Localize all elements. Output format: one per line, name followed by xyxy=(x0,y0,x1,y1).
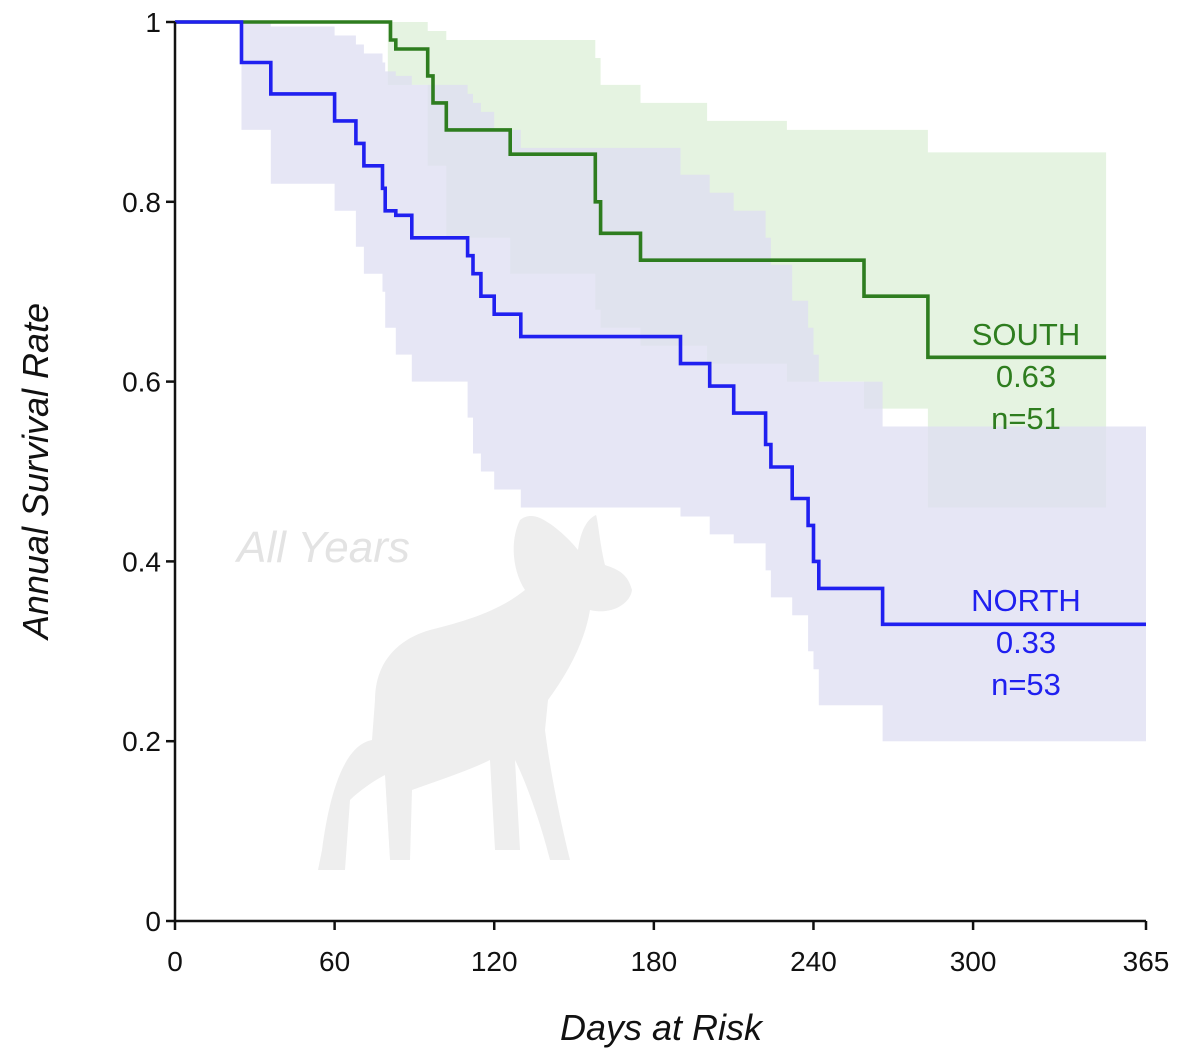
x-tick-label: 300 xyxy=(950,946,997,977)
y-tick-label: 0.4 xyxy=(122,546,161,577)
x-tick-label: 180 xyxy=(630,946,677,977)
series-label-north-n: n=53 xyxy=(991,667,1061,702)
x-tick-label: 365 xyxy=(1123,946,1170,977)
survival-line-south xyxy=(175,20,1107,360)
series-label-south-estimate: 0.63 xyxy=(996,359,1056,394)
x-ticks: 0 60 120 180 240 300 365 xyxy=(167,921,1169,977)
survival-line-north xyxy=(175,20,1146,627)
confidence-band-north xyxy=(175,22,1146,742)
axes: 0 60 120 180 240 300 365 0 0.2 0.4 0.6 0.8 1 xyxy=(122,7,1169,977)
y-tick-label: 0.8 xyxy=(122,187,161,218)
y-axis-title: Annual Survival Rate xyxy=(15,303,56,641)
series-label-south-name: SOUTH xyxy=(972,317,1081,352)
watermark-text: All Years xyxy=(234,523,410,572)
series-label-north-estimate: 0.33 xyxy=(996,625,1056,660)
series-label-south-n: n=51 xyxy=(991,401,1061,436)
moose-calf-silhouette-icon xyxy=(318,515,632,870)
x-tick-label: 240 xyxy=(790,946,837,977)
y-tick-label: 0.6 xyxy=(122,367,161,398)
y-ticks: 0 0.2 0.4 0.6 0.8 1 xyxy=(122,7,175,937)
y-tick-label: 0 xyxy=(145,906,161,937)
y-tick-label: 1 xyxy=(145,7,161,38)
x-tick-label: 0 xyxy=(167,946,183,977)
series-labels: SOUTH 0.63 n=51 NORTH 0.33 n=53 xyxy=(971,317,1081,702)
x-tick-label: 120 xyxy=(471,946,518,977)
y-tick-label: 0.2 xyxy=(122,726,161,757)
series-label-north-name: NORTH xyxy=(971,583,1081,618)
confidence-bands xyxy=(175,22,1146,742)
x-axis-title: Days at Risk xyxy=(560,1007,764,1048)
x-tick-label: 60 xyxy=(319,946,350,977)
survival-lines xyxy=(175,20,1146,627)
